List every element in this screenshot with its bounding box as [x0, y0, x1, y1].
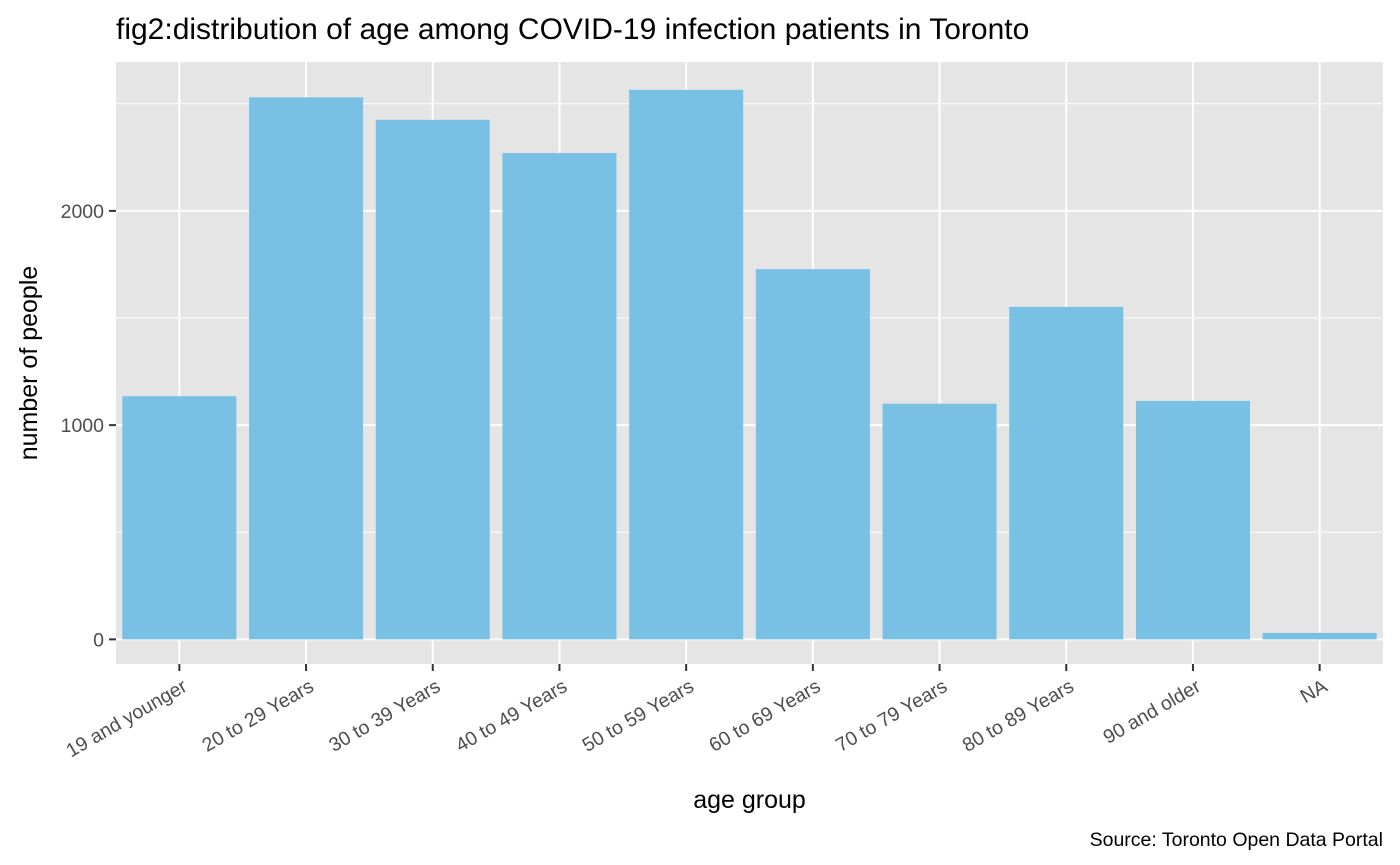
bar-8 [1135, 400, 1250, 640]
x-tick-label-5: 60 to 69 Years [705, 675, 824, 757]
x-tick-label-1: 20 to 29 Years [199, 675, 318, 757]
x-tick-label-0: 19 and younger [62, 675, 191, 762]
bars [122, 89, 1377, 640]
bar-3 [502, 153, 617, 640]
y-tick-label-0: 0 [93, 629, 104, 651]
y-tick-label-2: 2000 [61, 201, 105, 223]
y-tick-label-1: 1000 [61, 415, 105, 437]
x-tick-label-2: 30 to 39 Years [325, 675, 444, 757]
bar-0 [122, 396, 237, 640]
x-tick-label-7: 80 to 89 Years [959, 675, 1078, 757]
bar-5 [755, 269, 870, 640]
x-tick-label-9: NA [1297, 675, 1331, 708]
x-tick-label-4: 50 to 59 Years [579, 675, 698, 757]
chart-title: fig2:distribution of age among COVID-19 … [116, 13, 1029, 46]
bar-1 [249, 97, 364, 640]
y-axis-title: number of people [15, 266, 43, 461]
x-axis-title: age group [693, 786, 806, 814]
bar-9 [1262, 632, 1377, 640]
bar-4 [629, 89, 744, 640]
bar-2 [375, 119, 490, 640]
bar-6 [882, 403, 997, 640]
x-tick-label-3: 40 to 49 Years [452, 675, 571, 757]
chart-caption: Source: Toronto Open Data Portal [1090, 829, 1383, 851]
bar-7 [1009, 306, 1124, 640]
x-tick-label-8: 90 and older [1100, 675, 1205, 749]
x-tick-label-6: 70 to 79 Years [832, 675, 951, 757]
